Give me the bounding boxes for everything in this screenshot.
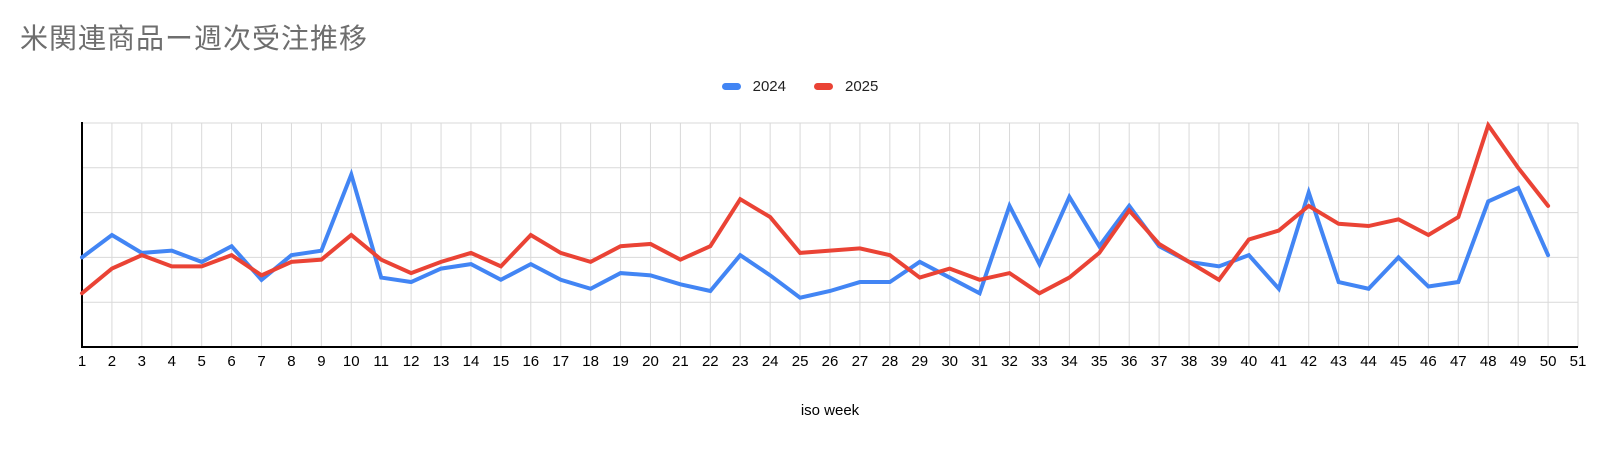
x-tick-label: 6: [227, 353, 235, 370]
x-tick-label: 35: [1091, 353, 1108, 370]
x-tick-label: 47: [1450, 353, 1467, 370]
x-tick-label: 13: [433, 353, 450, 370]
x-tick-label: 15: [493, 353, 510, 370]
x-tick-label: 22: [702, 353, 719, 370]
legend-label-2025: 2025: [845, 78, 879, 95]
x-tick-label: 46: [1420, 353, 1437, 370]
x-tick-label: 9: [317, 353, 325, 370]
x-tick-label: 11: [373, 353, 389, 370]
x-tick-label: 3: [138, 353, 146, 370]
x-tick-label: 30: [941, 353, 958, 370]
x-tick-label: 44: [1360, 353, 1377, 370]
x-tick-label: 1: [78, 353, 86, 370]
x-tick-label: 19: [612, 353, 629, 370]
x-tick-label: 40: [1241, 353, 1258, 370]
legend: 2024 2025: [0, 78, 1600, 95]
x-tick-label: 34: [1061, 353, 1078, 370]
x-tick-label: 38: [1181, 353, 1198, 370]
x-tick-label: 28: [881, 353, 898, 370]
x-tick-label: 39: [1211, 353, 1228, 370]
x-tick-label: 48: [1480, 353, 1497, 370]
x-axis-title: iso week: [800, 402, 860, 419]
x-tick-label: 23: [732, 353, 749, 370]
x-tick-label: 27: [852, 353, 869, 370]
x-tick-label: 21: [672, 353, 689, 370]
x-tick-label: 25: [792, 353, 809, 370]
legend-swatch-2025-icon: [814, 83, 833, 90]
x-tick-label: 20: [642, 353, 659, 370]
x-tick-label: 37: [1151, 353, 1168, 370]
legend-swatch-2024-icon: [721, 83, 741, 90]
x-tick-label: 4: [168, 353, 176, 370]
x-tick-label: 43: [1330, 353, 1347, 370]
x-tick-label: 51: [1570, 353, 1587, 370]
x-tick-label: 26: [822, 353, 839, 370]
series-line-2024: [80, 168, 1551, 300]
x-tick-label: 36: [1121, 353, 1138, 370]
x-tick-label: 14: [463, 353, 480, 370]
x-tick-label: 41: [1270, 353, 1287, 370]
series-line-2025: [80, 120, 1551, 296]
x-tick-label: 17: [552, 353, 569, 370]
x-tick-label: 50: [1540, 353, 1557, 370]
x-tick-label: 31: [971, 353, 988, 370]
legend-item-2024: 2024: [721, 78, 786, 95]
x-tick-label: 5: [198, 353, 206, 370]
chart-title: 米関連商品ー週次受注推移: [20, 23, 369, 54]
x-tick-label: 45: [1390, 353, 1407, 370]
x-tick-label: 2: [108, 353, 116, 370]
legend-label-2024: 2024: [752, 78, 786, 95]
x-tick-label: 8: [287, 353, 295, 370]
x-tick-label: 10: [343, 353, 360, 370]
x-tick-label: 32: [1001, 353, 1018, 370]
legend-item-2025: 2025: [814, 78, 878, 95]
x-tick-label: 12: [403, 353, 420, 370]
x-tick-label: 7: [257, 353, 265, 370]
x-tick-label: 16: [522, 353, 539, 370]
x-tick-label: 42: [1300, 353, 1317, 370]
x-tick-label: 33: [1031, 353, 1048, 370]
x-tick-label: 29: [911, 353, 928, 370]
x-tick-label: 18: [582, 353, 599, 370]
x-tick-label: 49: [1510, 353, 1527, 370]
x-tick-label: 24: [762, 353, 779, 370]
